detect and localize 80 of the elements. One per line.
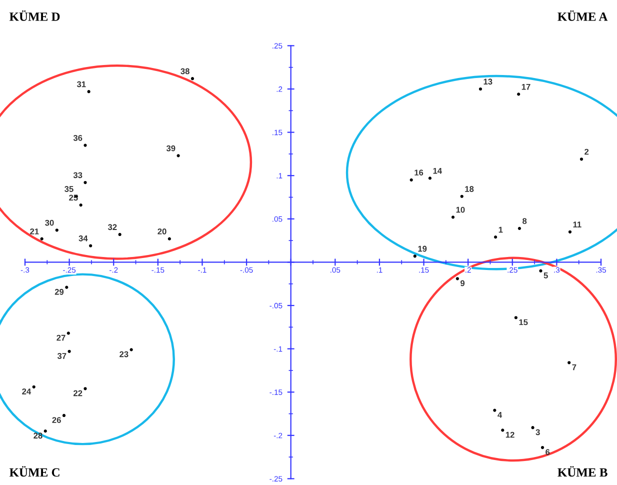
annotation: 12	[506, 432, 514, 438]
point	[456, 277, 459, 280]
point	[514, 316, 518, 320]
annotation: 11	[573, 222, 582, 228]
point	[531, 426, 534, 430]
annotation: 24	[22, 388, 32, 394]
point	[84, 144, 87, 147]
point	[478, 87, 482, 91]
point	[190, 77, 194, 80]
annotation: 22	[74, 390, 82, 396]
point	[65, 286, 68, 289]
annotation: 2	[584, 148, 589, 155]
annotation: 3	[536, 429, 540, 436]
annotation: 27	[56, 334, 66, 341]
point	[568, 230, 572, 234]
annotation: KÜME C	[9, 466, 60, 477]
point	[518, 226, 522, 230]
annotation: 21	[30, 228, 39, 234]
annotation: 20	[158, 228, 166, 234]
point	[55, 228, 58, 232]
point	[410, 178, 413, 182]
point	[494, 236, 498, 239]
text: KÜME D	[9, 10, 60, 21]
annotation: 34	[78, 235, 88, 242]
annotation: 8	[522, 218, 527, 224]
annotation: 19	[418, 246, 427, 252]
point	[87, 90, 90, 94]
annotation: 23	[120, 351, 128, 358]
annotation: 14	[433, 168, 442, 174]
annotation: 33	[73, 172, 82, 178]
point	[413, 254, 416, 258]
annotation: 30	[45, 220, 54, 226]
annotation: 15	[519, 319, 528, 326]
text: KÜME A	[558, 10, 608, 21]
point	[79, 203, 82, 207]
point	[130, 348, 133, 352]
annotation: 37	[57, 353, 66, 359]
point	[540, 446, 544, 450]
point	[501, 428, 504, 432]
annotation: 35	[64, 186, 74, 192]
annotation: 32	[108, 224, 117, 230]
point	[68, 350, 71, 353]
annotation: 18	[465, 186, 474, 192]
annotation: 25	[69, 194, 78, 201]
point	[84, 180, 87, 184]
annotation: 10	[456, 206, 465, 213]
annotation: 39	[166, 145, 176, 152]
annotation: 17	[522, 84, 530, 90]
point	[580, 158, 584, 161]
point	[428, 176, 432, 180]
point	[40, 237, 44, 240]
point	[539, 269, 542, 272]
annotation: 28	[34, 432, 42, 439]
point	[517, 92, 520, 96]
point	[44, 430, 47, 433]
annotation: 9	[460, 280, 465, 286]
point	[493, 408, 496, 412]
point	[62, 414, 66, 418]
point	[89, 244, 92, 248]
point	[176, 154, 180, 158]
point	[118, 232, 122, 236]
annotation: 16	[414, 170, 424, 176]
point	[66, 332, 70, 335]
point	[568, 361, 571, 364]
annotation: KÜME B	[558, 466, 608, 477]
annotation: 36	[73, 134, 82, 141]
annotation: 13	[484, 78, 492, 85]
point	[451, 216, 455, 219]
annotation: 1	[498, 226, 503, 233]
point	[84, 387, 87, 390]
point	[460, 194, 464, 198]
annotation: 26	[52, 417, 61, 423]
point	[32, 385, 36, 388]
annotation: 7	[572, 364, 576, 370]
point	[168, 237, 171, 240]
annotation: 5	[544, 272, 548, 278]
annotation: 29	[54, 288, 64, 295]
annotation: 38	[180, 68, 190, 74]
annotation: 4	[498, 412, 502, 418]
annotation: 31	[76, 81, 86, 88]
